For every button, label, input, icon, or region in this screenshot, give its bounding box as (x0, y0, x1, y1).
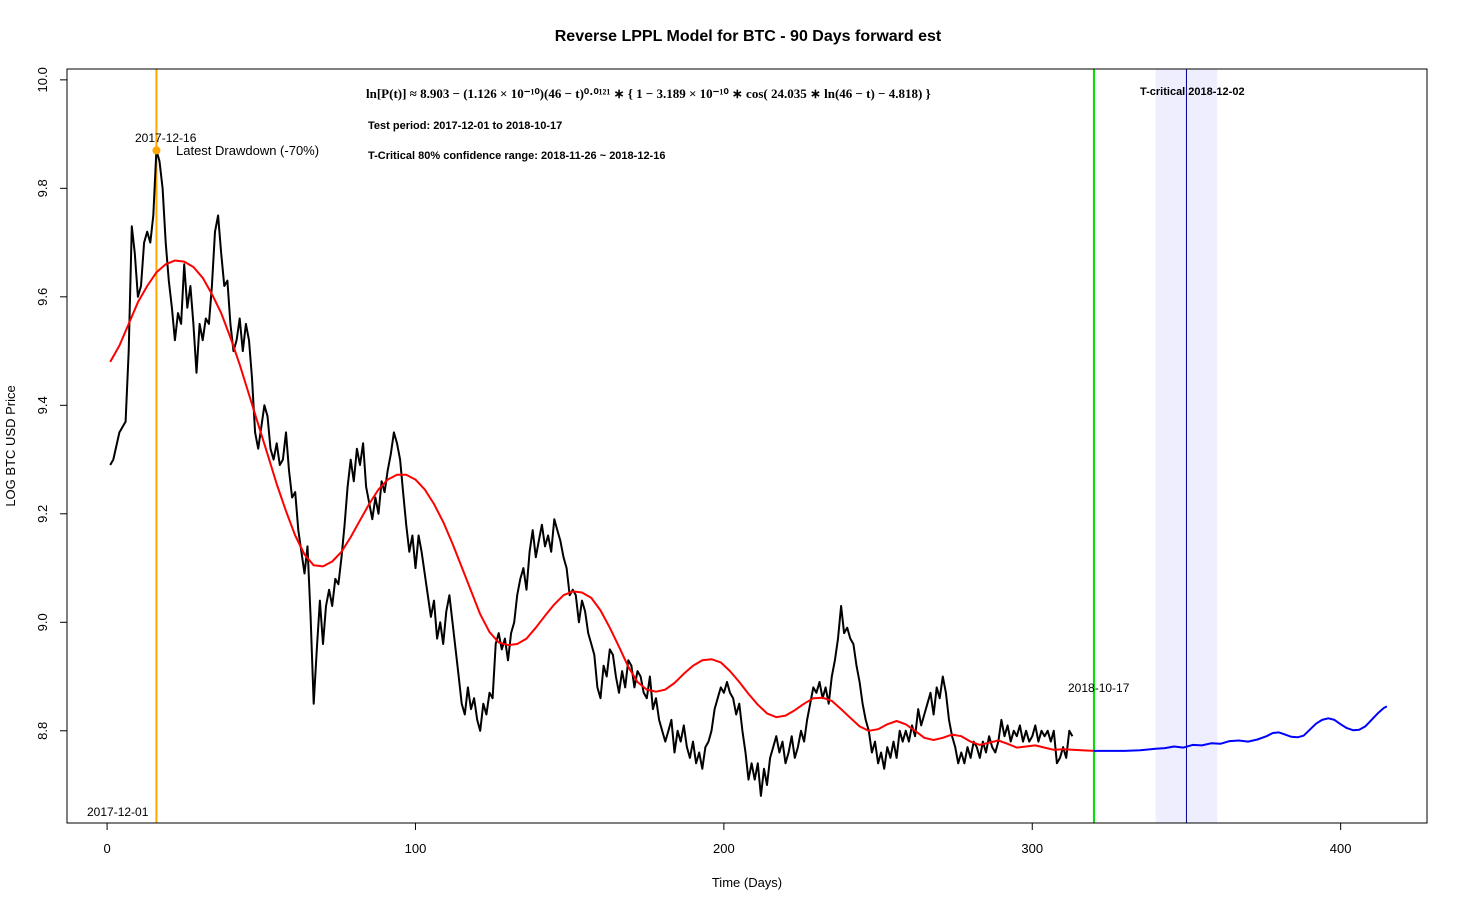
y-tick-label: 9.2 (35, 505, 50, 523)
peak-date-label: 2017-12-16 (135, 131, 197, 145)
y-tick-label: 9.6 (35, 288, 50, 306)
y-tick-label: 10.0 (35, 67, 50, 92)
x-tick-label: 100 (405, 841, 427, 856)
y-tick-label: 9.4 (35, 396, 50, 414)
x-tick-label: 300 (1021, 841, 1043, 856)
vertical-markers (155, 69, 1187, 823)
y-axis-label: LOG BTC USD Price (3, 385, 18, 506)
chart-title: Reverse LPPL Model for BTC - 90 Days for… (555, 28, 942, 45)
tcrit-label: T-critical 2018-12-02 (1140, 86, 1245, 98)
series-line-2 (1093, 705, 1388, 752)
y-tick-label: 9.0 (35, 613, 50, 631)
latest-drawdown-peak-point (152, 146, 161, 155)
series-group (109, 149, 1388, 797)
x-tick-label: 400 (1330, 841, 1352, 856)
x-axis-label: Time (Days) (712, 875, 782, 890)
y-tick-label: 8.8 (35, 722, 50, 740)
start-date-label: 2017-12-01 (87, 805, 149, 819)
test-period-annotation: Test period: 2017-12-01 to 2018-10-17 (368, 120, 562, 132)
series-line-1 (109, 259, 1094, 752)
series-line-0 (109, 149, 1074, 797)
tcrit-range-annotation: T-Critical 80% confidence range: 2018-11… (368, 150, 665, 162)
peak-drawdown-label: Latest Drawdown (-70%) (176, 143, 319, 158)
end-date-label: 2018-10-17 (1068, 681, 1130, 695)
x-axis: 0 100 200 300 400 (103, 822, 1352, 856)
x-tick-label: 0 (103, 841, 110, 856)
y-tick-label: 9.8 (35, 179, 50, 197)
x-tick-label: 200 (713, 841, 735, 856)
formula-annotation: ln[P(t)] ≈ 8.903 − (1.126 × 10⁻¹⁰)(46 − … (366, 86, 931, 101)
y-axis: 8.8 9.0 9.2 9.4 9.6 9.8 10.0 (35, 67, 68, 740)
